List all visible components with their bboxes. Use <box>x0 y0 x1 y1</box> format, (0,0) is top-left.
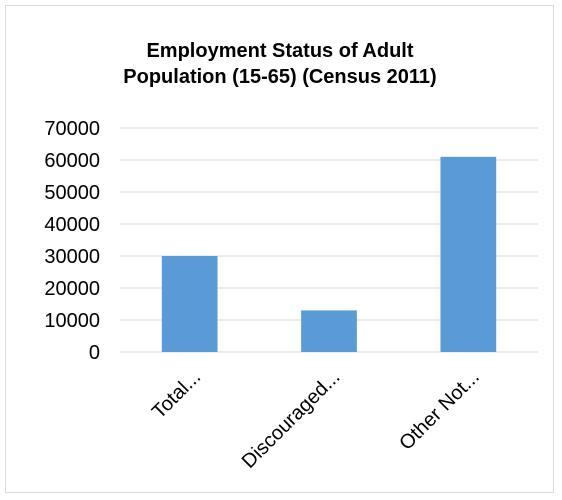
y-tick-label-2: 20000 <box>44 278 100 300</box>
x-category-label-0: Total... <box>148 366 205 423</box>
y-tick-label-1: 10000 <box>44 310 100 332</box>
x-category-label-2: Other Not... <box>395 366 484 455</box>
bar-0 <box>161 256 218 352</box>
chart-title-line-1: Employment Status of Adult <box>146 40 414 62</box>
chart-title-line-2: Population (15-65) (Census 2011) <box>123 66 437 88</box>
y-tick-label-5: 50000 <box>44 182 100 204</box>
bar-2 <box>440 156 497 352</box>
x-category-label-1: Discouraged... <box>238 366 345 473</box>
y-axis-ticks: 0 10000 20000 30000 40000 50000 60000 70000 <box>44 118 100 364</box>
y-tick-label-7: 70000 <box>44 118 100 140</box>
x-axis-labels: Total... Discouraged... Other Not... <box>148 366 484 473</box>
y-tick-label-3: 30000 <box>44 246 100 268</box>
bars <box>161 156 497 352</box>
bar-1 <box>301 310 357 352</box>
y-tick-label-0: 0 <box>89 342 100 364</box>
y-tick-label-6: 60000 <box>44 150 100 172</box>
y-tick-label-4: 40000 <box>44 214 100 236</box>
